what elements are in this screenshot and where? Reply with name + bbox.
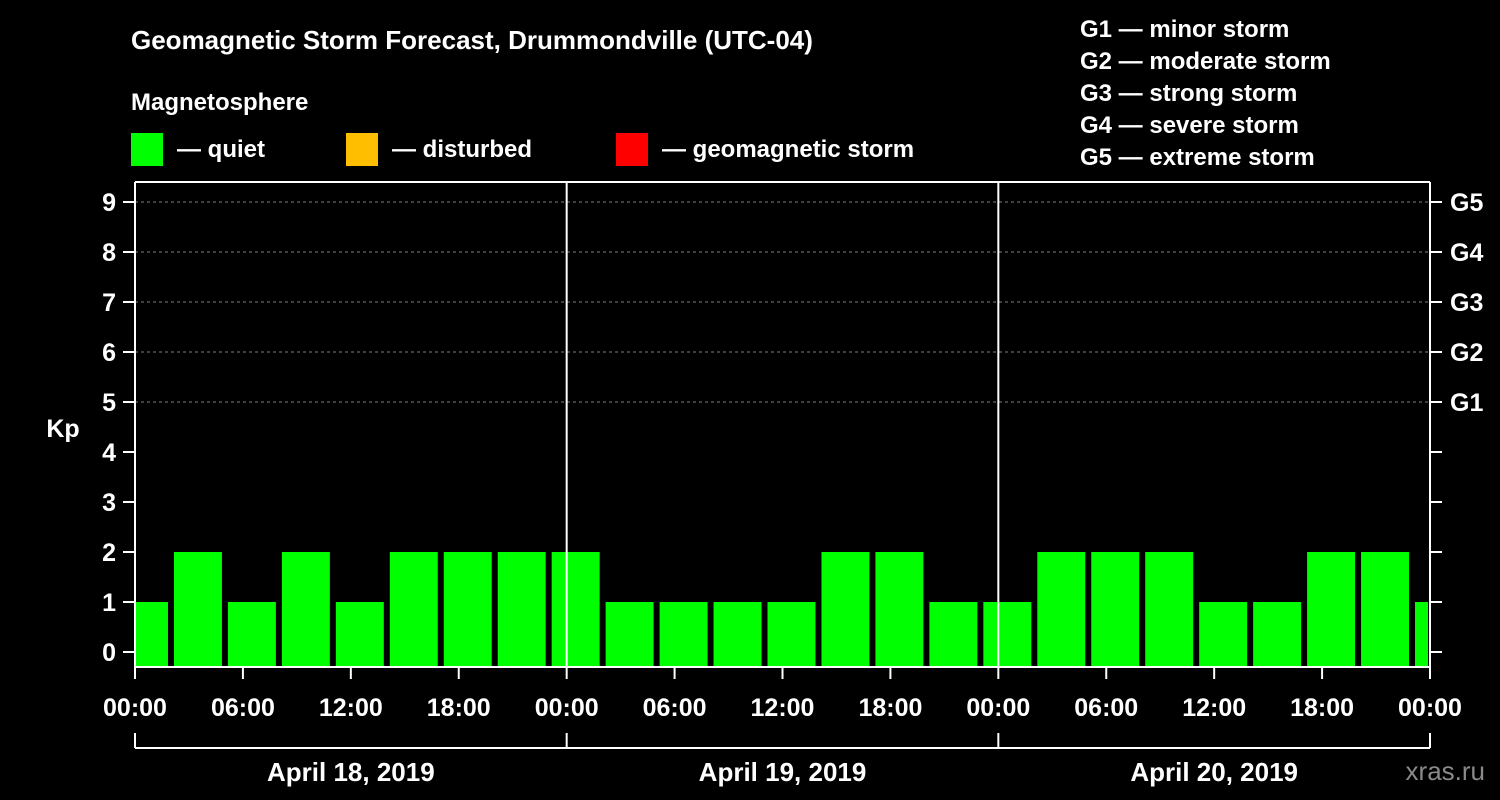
x-tick-label: 06:00 (211, 694, 275, 722)
g-scale-label: G4 (1450, 239, 1483, 267)
y-tick-label: 9 (102, 189, 116, 217)
x-tick-label: 12:00 (1182, 694, 1246, 722)
legend-item-label: — disturbed (392, 136, 532, 163)
storm-scale-item: G2 — moderate storm (1080, 48, 1331, 75)
date-label: April 20, 2019 (1130, 757, 1298, 787)
kp-bar (1415, 602, 1428, 668)
y-tick-label: 8 (102, 239, 116, 267)
storm-scale-item: G5 — extreme storm (1080, 144, 1315, 171)
kp-bar (443, 552, 492, 668)
legend-swatch (131, 133, 163, 166)
x-tick-label: 12:00 (319, 694, 383, 722)
kp-bar (173, 552, 222, 668)
kp-bar (281, 552, 330, 668)
y-tick-label: 3 (102, 489, 116, 517)
y-tick-label: 1 (102, 589, 116, 617)
storm-scale-item: G3 — strong storm (1080, 80, 1297, 107)
kp-bar (136, 602, 168, 668)
legend-item-label: — quiet (177, 136, 265, 163)
kp-bar (605, 602, 654, 668)
x-tick-label: 00:00 (966, 694, 1030, 722)
x-tick-label: 12:00 (751, 694, 815, 722)
kp-bar (929, 602, 978, 668)
storm-scale-item: G1 — minor storm (1080, 16, 1289, 43)
y-tick-label: 0 (102, 639, 116, 667)
kp-bar (875, 552, 924, 668)
legend-heading: Magnetosphere (131, 89, 308, 116)
kp-bar (551, 552, 600, 668)
x-tick-label: 06:00 (1074, 694, 1138, 722)
y-tick-label: 2 (102, 539, 116, 567)
kp-bar (1253, 602, 1302, 668)
kp-bar (713, 602, 762, 668)
kp-bar (1091, 552, 1140, 668)
date-label: April 18, 2019 (267, 757, 435, 787)
x-tick-label: 18:00 (858, 694, 922, 722)
kp-bar (389, 552, 438, 668)
kp-bar (335, 602, 384, 668)
legend-swatch (616, 133, 648, 166)
legend-swatch (346, 133, 378, 166)
date-label: April 19, 2019 (699, 757, 867, 787)
y-tick-label: 5 (102, 389, 116, 417)
kp-bar (1145, 552, 1194, 668)
x-tick-label: 00:00 (103, 694, 167, 722)
y-tick-label: 6 (102, 339, 116, 367)
g-scale-label: G1 (1450, 389, 1483, 417)
kp-bar (1361, 552, 1410, 668)
kp-bar (983, 602, 1032, 668)
x-tick-label: 00:00 (535, 694, 599, 722)
kp-bar (497, 552, 546, 668)
kp-bar (227, 602, 276, 668)
kp-bar (821, 552, 870, 668)
storm-scale-item: G4 — severe storm (1080, 112, 1299, 139)
legend-item-label: — geomagnetic storm (662, 136, 914, 163)
axes: 0 1 2 3 4 5 6 7 8 9 G1 G2 G3 G4 G5 00:00 06:00 12:00 18:00… (102, 181, 1483, 787)
kp-bar (1037, 552, 1086, 668)
legend: — quiet — disturbed — geomagnetic storm (131, 133, 914, 166)
y-tick-label: 7 (102, 289, 116, 317)
y-tick-label: 4 (102, 439, 116, 467)
kp-bar (767, 602, 816, 668)
chart-title: Geomagnetic Storm Forecast, Drummondvill… (131, 25, 813, 55)
x-tick-label: 18:00 (1290, 694, 1354, 722)
y-axis-label: Kp (46, 415, 79, 443)
g-scale-label: G5 (1450, 189, 1483, 217)
watermark: xras.ru (1406, 756, 1485, 786)
x-tick-label: 06:00 (643, 694, 707, 722)
kp-bar (1307, 552, 1356, 668)
g-scale-label: G2 (1450, 339, 1483, 367)
kp-bar (659, 602, 708, 668)
x-tick-label: 18:00 (427, 694, 491, 722)
x-tick-label: 00:00 (1398, 694, 1462, 722)
bars (136, 552, 1428, 668)
storm-scale-legend: G1 — minor storm G2 — moderate storm G3 — … (1080, 16, 1331, 171)
g-scale-label: G3 (1450, 289, 1483, 317)
gridlines (135, 201, 1430, 403)
kp-bar (1199, 602, 1248, 668)
